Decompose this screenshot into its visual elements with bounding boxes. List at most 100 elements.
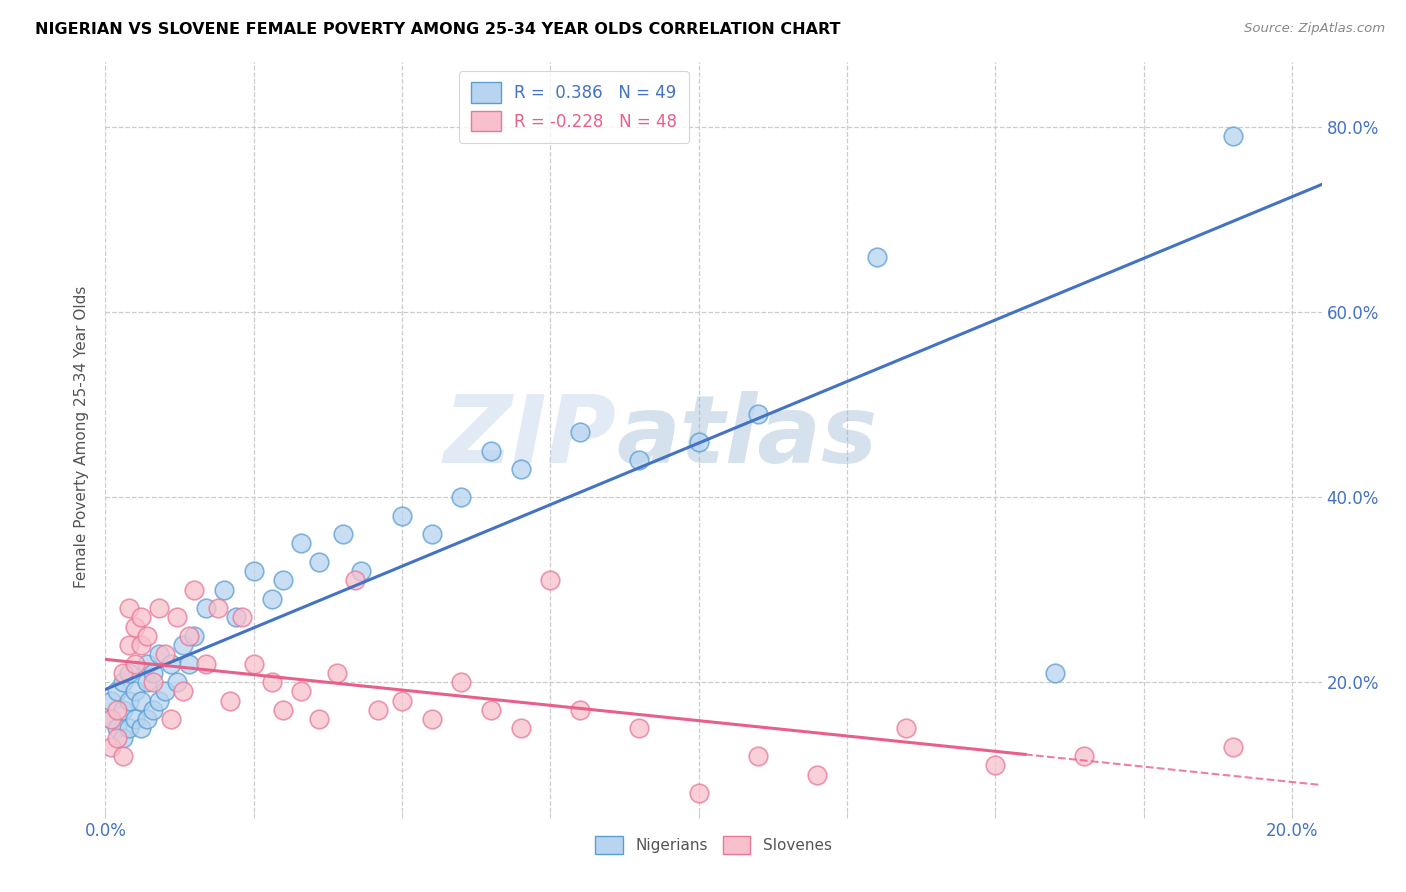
Point xyxy=(509,462,531,476)
Point xyxy=(118,601,141,615)
Point xyxy=(136,675,159,690)
Point xyxy=(100,739,122,754)
Point xyxy=(1043,665,1066,680)
Point xyxy=(172,638,194,652)
Point xyxy=(225,610,247,624)
Point xyxy=(1222,739,1244,754)
Point xyxy=(242,564,264,578)
Point xyxy=(118,722,141,736)
Point xyxy=(747,749,769,764)
Point xyxy=(326,665,349,680)
Point xyxy=(420,712,443,726)
Point xyxy=(806,768,828,782)
Point xyxy=(112,749,135,764)
Point xyxy=(479,444,502,458)
Point xyxy=(112,703,135,717)
Point xyxy=(290,684,312,698)
Point xyxy=(105,684,128,698)
Point xyxy=(1073,749,1095,764)
Point xyxy=(628,722,651,736)
Point xyxy=(136,712,159,726)
Point xyxy=(290,536,312,550)
Point xyxy=(124,620,146,634)
Point xyxy=(148,601,170,615)
Point xyxy=(183,629,205,643)
Point xyxy=(100,712,122,726)
Point xyxy=(100,694,122,708)
Point xyxy=(391,694,413,708)
Point xyxy=(332,527,354,541)
Point xyxy=(148,694,170,708)
Point xyxy=(129,638,152,652)
Point xyxy=(129,694,152,708)
Point xyxy=(112,731,135,745)
Point xyxy=(450,675,472,690)
Point xyxy=(105,722,128,736)
Point xyxy=(260,675,283,690)
Point xyxy=(105,703,128,717)
Point xyxy=(207,601,229,615)
Point xyxy=(112,675,135,690)
Text: Source: ZipAtlas.com: Source: ZipAtlas.com xyxy=(1244,22,1385,36)
Point xyxy=(343,574,366,588)
Point xyxy=(195,601,218,615)
Point xyxy=(136,657,159,671)
Point xyxy=(112,665,135,680)
Point xyxy=(509,722,531,736)
Point xyxy=(124,684,146,698)
Point xyxy=(450,490,472,504)
Point xyxy=(1222,129,1244,144)
Point xyxy=(142,675,165,690)
Point xyxy=(231,610,253,624)
Point xyxy=(273,574,295,588)
Point xyxy=(118,694,141,708)
Point xyxy=(569,425,592,440)
Point xyxy=(166,610,188,624)
Point xyxy=(479,703,502,717)
Y-axis label: Female Poverty Among 25-34 Year Olds: Female Poverty Among 25-34 Year Olds xyxy=(75,286,90,588)
Point xyxy=(124,712,146,726)
Point xyxy=(100,712,122,726)
Text: atlas: atlas xyxy=(616,391,877,483)
Point xyxy=(391,508,413,523)
Point xyxy=(688,786,710,800)
Point xyxy=(195,657,218,671)
Point xyxy=(129,610,152,624)
Point xyxy=(308,712,330,726)
Point xyxy=(628,453,651,467)
Point xyxy=(273,703,295,717)
Point xyxy=(308,555,330,569)
Point xyxy=(183,582,205,597)
Point xyxy=(118,665,141,680)
Point xyxy=(142,665,165,680)
Point xyxy=(538,574,561,588)
Point xyxy=(219,694,242,708)
Point xyxy=(166,675,188,690)
Point xyxy=(105,731,128,745)
Point xyxy=(688,434,710,449)
Point xyxy=(984,758,1007,772)
Point xyxy=(242,657,264,671)
Point xyxy=(159,657,181,671)
Point xyxy=(172,684,194,698)
Point xyxy=(569,703,592,717)
Point xyxy=(212,582,235,597)
Point xyxy=(349,564,371,578)
Point xyxy=(177,629,200,643)
Point xyxy=(153,648,176,662)
Point xyxy=(153,684,176,698)
Point xyxy=(159,712,181,726)
Point xyxy=(177,657,200,671)
Point xyxy=(142,703,165,717)
Text: NIGERIAN VS SLOVENE FEMALE POVERTY AMONG 25-34 YEAR OLDS CORRELATION CHART: NIGERIAN VS SLOVENE FEMALE POVERTY AMONG… xyxy=(35,22,841,37)
Point xyxy=(136,629,159,643)
Point xyxy=(747,407,769,421)
Point xyxy=(896,722,918,736)
Legend: Nigerians, Slovenes: Nigerians, Slovenes xyxy=(589,830,838,860)
Point xyxy=(129,722,152,736)
Point xyxy=(367,703,389,717)
Point xyxy=(420,527,443,541)
Point xyxy=(866,250,889,264)
Point xyxy=(118,638,141,652)
Point xyxy=(124,657,146,671)
